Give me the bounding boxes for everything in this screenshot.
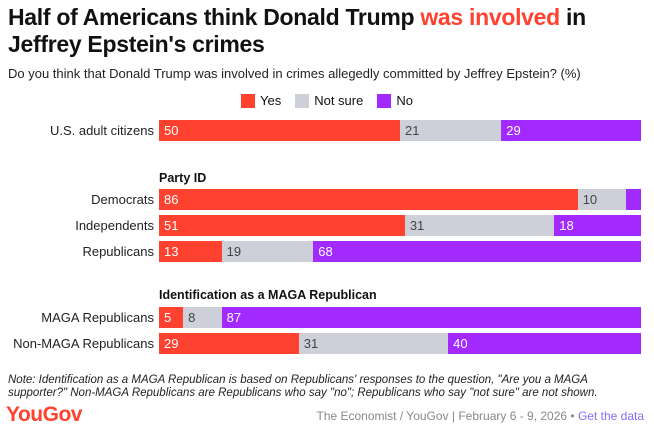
legend: Yes Not sure No	[0, 93, 654, 108]
title-text-end: in Jeffrey Epstein's crimes	[8, 4, 586, 57]
chart-title: Half of Americans think Donald Trump was…	[8, 4, 648, 58]
title-highlight: was involved	[420, 4, 560, 30]
bar-segment-not-sure: 19	[221, 241, 314, 262]
legend-label: Not sure	[314, 93, 364, 108]
legend-swatch	[295, 93, 310, 108]
subtitle: Do you think that Donald Trump was invol…	[8, 66, 581, 81]
stacked-bar: 50 21 29	[159, 120, 641, 141]
bar-segment-not-sure: 31	[298, 333, 449, 354]
source: The Economist / YouGov | February 6 - 9,…	[316, 409, 644, 423]
bar-segment-yes: 51	[159, 215, 405, 236]
legend-swatch	[377, 93, 392, 108]
bar-segment-no: 68	[313, 241, 641, 262]
bar-segment-yes: 50	[159, 120, 400, 141]
title-text: Half of Americans think Donald Trump	[8, 4, 421, 30]
stacked-bar: 51 31 18	[159, 215, 641, 236]
bar-segment-no	[626, 189, 641, 210]
bar-segment-not-sure: 31	[404, 215, 555, 236]
bar-segment-not-sure: 8	[183, 307, 222, 328]
row-label: Republicans	[82, 244, 154, 259]
bar-segment-no: 18	[554, 215, 641, 236]
stacked-bar: 29 31 40	[159, 333, 641, 354]
legend-swatch	[241, 93, 255, 108]
row-label: Independents	[75, 218, 154, 233]
bar-segment-not-sure: 21	[400, 120, 502, 141]
yougov-logo: YouGov	[6, 403, 82, 426]
bar-segment-yes: 13	[159, 241, 222, 262]
note: Note: Identification as a MAGA Republica…	[8, 374, 598, 399]
legend-label: Yes	[260, 93, 282, 108]
group-heading: Identification as a MAGA Republican	[159, 288, 377, 302]
get-data-link[interactable]: Get the data	[577, 409, 644, 423]
group-heading: Party ID	[159, 171, 207, 185]
stacked-bar: 5 8 87	[159, 307, 641, 328]
bar-segment-not-sure: 10	[577, 189, 627, 210]
bar-segment-no: 29	[501, 120, 641, 141]
row-label: Non-MAGA Republicans	[13, 336, 154, 351]
bar-segment-yes: 29	[159, 333, 299, 354]
bar-segment-yes: 86	[159, 189, 578, 210]
legend-item: No	[377, 93, 413, 108]
stacked-bar: 86 10	[159, 189, 641, 210]
bar-segment-no: 40	[448, 333, 641, 354]
legend-item: Yes	[241, 93, 281, 108]
bar-segment-no: 87	[221, 307, 641, 328]
legend-item: Not sure	[295, 93, 363, 108]
row-label: MAGA Republicans	[41, 310, 154, 325]
legend-label: No	[396, 93, 413, 108]
bar-segment-yes: 5	[159, 307, 184, 328]
row-label: U.S. adult citizens	[49, 123, 154, 138]
stacked-bar: 13 19 68	[159, 241, 641, 262]
row-label: Democrats	[91, 192, 154, 207]
source-text: The Economist / YouGov | February 6 - 9,…	[316, 409, 578, 423]
